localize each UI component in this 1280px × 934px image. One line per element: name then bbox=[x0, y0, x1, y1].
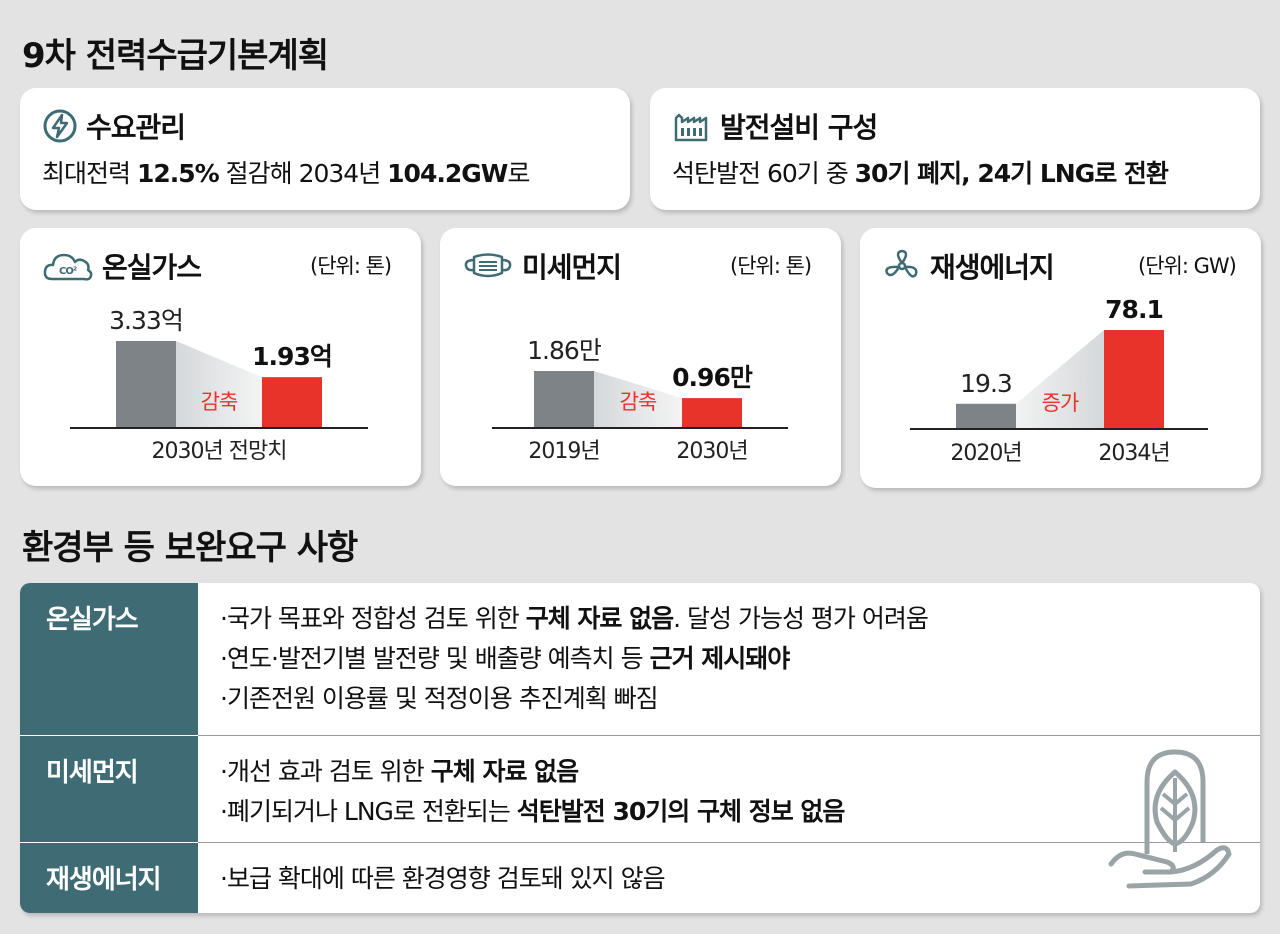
row-body-ghg: ·국가 목표와 정합성 검토 위한 구체 자료 없음. 달성 가능성 평가 어려… bbox=[220, 599, 929, 719]
list-item: ·개선 효과 검토 위한 구체 자료 없음 bbox=[220, 757, 579, 786]
value-label-after: 1.93억 bbox=[252, 342, 332, 371]
connector-band bbox=[594, 371, 682, 427]
leaf-hand-icon bbox=[1108, 749, 1232, 889]
change-label: 감축 bbox=[620, 390, 657, 414]
list-item: ·기존전원 이용률 및 적정이용 추진계획 빠짐 bbox=[220, 684, 659, 713]
demand-heading: 수요관리 bbox=[42, 106, 186, 146]
value-label-before: 1.86만 bbox=[527, 336, 602, 365]
bar-after bbox=[262, 377, 322, 427]
page-title: 9차 전력수급기본계획 bbox=[22, 36, 329, 76]
table-row: 온실가스 ·국가 목표와 정합성 검토 위한 구체 자료 없음. 달성 가능성 … bbox=[20, 583, 1260, 735]
value-label-after: 0.96만 bbox=[672, 363, 753, 392]
row-body-pm: ·개선 효과 검토 위한 구체 자료 없음 ·폐기되거나 LNG로 전환되는 석… bbox=[220, 752, 845, 832]
ghg-unit: (단위: 톤) bbox=[310, 254, 392, 278]
pm-heading-label: 미세먼지 bbox=[522, 251, 622, 284]
value-label-before: 3.33억 bbox=[109, 306, 183, 335]
fan-icon bbox=[885, 249, 918, 278]
row-body-renewable: ·보급 확대에 따른 환경영향 검토돼 있지 않음 bbox=[220, 859, 666, 899]
row-head-ghg: 온실가스 bbox=[20, 583, 198, 735]
bar-after bbox=[682, 398, 742, 427]
list-item: ·폐기되거나 LNG로 전환되는 석탄발전 30기의 구체 정보 없음 bbox=[220, 797, 845, 826]
row-divider bbox=[198, 842, 1260, 843]
list-item: ·연도·발전기별 발전량 및 배출량 예측치 등 근거 제시돼야 bbox=[220, 644, 790, 673]
svg-text:CO²: CO² bbox=[59, 266, 77, 277]
change-label: 감축 bbox=[201, 390, 238, 414]
connector-band bbox=[176, 341, 262, 427]
pm-heading: 미세먼지 bbox=[462, 246, 622, 286]
row-divider bbox=[198, 735, 1260, 736]
factory-icon bbox=[674, 113, 708, 142]
ghg-heading-label: 온실가스 bbox=[102, 251, 202, 284]
demand-card: 수요관리 최대전력 12.5% 절감해 2034년 104.2GW로 bbox=[20, 88, 630, 210]
bar-before bbox=[956, 403, 1016, 428]
renewable-chart: 19.3 78.1 증가 2020년 2034년 bbox=[910, 295, 1208, 466]
row-head-renewable: 재생에너지 bbox=[20, 843, 198, 913]
table-row: 재생에너지 ·보급 확대에 따른 환경영향 검토돼 있지 않음 bbox=[20, 843, 1260, 913]
x-tick-label: 2019년 bbox=[528, 439, 599, 464]
row-divider-left bbox=[20, 735, 198, 736]
table-row: 미세먼지 ·개선 효과 검토 위한 구체 자료 없음 ·폐기되거나 LNG로 전… bbox=[20, 736, 1260, 842]
bar-before bbox=[534, 371, 594, 427]
connector-band bbox=[1016, 330, 1104, 428]
renewable-unit: (단위: GW) bbox=[1138, 254, 1237, 278]
co2-cloud-icon: CO² bbox=[43, 253, 93, 281]
value-label-before: 19.3 bbox=[960, 369, 1012, 398]
renewable-chart-card: 재생에너지 (단위: GW) 19.3 78.1 증가 2020년 2034년 bbox=[860, 228, 1261, 488]
x-tick-label: 2030년 bbox=[676, 439, 747, 464]
facility-heading-label: 발전설비 구성 bbox=[720, 111, 878, 144]
mask-icon bbox=[464, 253, 512, 278]
ghg-heading: CO² 온실가스 bbox=[42, 246, 202, 286]
facility-card: 발전설비 구성 석탄발전 60기 중 30기 폐지, 24기 LNG로 전환 bbox=[650, 88, 1260, 210]
bar-after bbox=[1104, 330, 1164, 428]
requirements-table: 온실가스 ·국가 목표와 정합성 검토 위한 구체 자료 없음. 달성 가능성 … bbox=[20, 583, 1260, 913]
value-label-after: 78.1 bbox=[1105, 295, 1163, 324]
renewable-heading-label: 재생에너지 bbox=[930, 251, 1055, 284]
lightning-icon bbox=[43, 109, 77, 143]
section2-title: 환경부 등 보완요구 사항 bbox=[22, 528, 358, 568]
row-divider-left bbox=[20, 842, 198, 843]
x-axis-label: 2030년 전망치 bbox=[152, 439, 287, 464]
demand-heading-label: 수요관리 bbox=[86, 111, 186, 144]
pm-unit: (단위: 톤) bbox=[730, 254, 812, 278]
list-item: ·보급 확대에 따른 환경영향 검토돼 있지 않음 bbox=[220, 864, 666, 893]
x-tick-label: 2034년 bbox=[1098, 441, 1169, 466]
demand-text: 최대전력 12.5% 절감해 2034년 104.2GW로 bbox=[42, 159, 530, 188]
facility-heading: 발전설비 구성 bbox=[672, 106, 878, 146]
bar-before bbox=[116, 341, 176, 427]
x-tick-label: 2020년 bbox=[950, 441, 1021, 466]
change-label: 증가 bbox=[1042, 391, 1079, 415]
row-head-pm: 미세먼지 bbox=[20, 736, 198, 842]
renewable-heading: 재생에너지 bbox=[882, 246, 1055, 286]
facility-text: 석탄발전 60기 중 30기 폐지, 24기 LNG로 전환 bbox=[672, 159, 1169, 188]
list-item: ·국가 목표와 정합성 검토 위한 구체 자료 없음. 달성 가능성 평가 어려… bbox=[220, 604, 929, 633]
